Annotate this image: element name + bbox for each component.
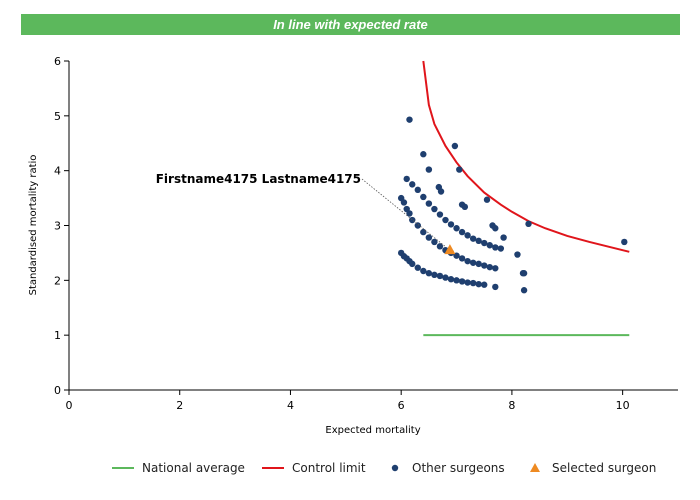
other-surgeon-point	[414, 222, 421, 229]
x-tick-label: 2	[176, 399, 183, 412]
other-surgeon-point	[409, 181, 416, 188]
other-surgeon-point	[464, 232, 471, 239]
other-surgeon-point	[475, 280, 482, 288]
y-tick-label: 6	[54, 55, 61, 68]
other-surgeon-point	[464, 257, 471, 265]
other-surgeon-point	[456, 166, 463, 173]
legend-other-surgeons-swatch	[391, 464, 399, 472]
other-surgeon-point	[406, 116, 413, 123]
legend-control-limit-label: Control limit	[292, 461, 366, 475]
other-surgeon-point	[436, 211, 444, 218]
other-surgeon-point	[409, 260, 416, 268]
other-surgeon-point	[453, 277, 460, 284]
other-surgeon-point	[525, 220, 532, 228]
other-surgeon-point	[497, 245, 505, 252]
other-surgeon-point	[436, 243, 444, 250]
other-surgeon-point	[481, 281, 488, 288]
other-surgeon-point	[425, 270, 433, 277]
other-surgeon-point	[406, 210, 413, 217]
other-surgeon-point	[403, 175, 410, 183]
other-surgeon-point	[442, 216, 449, 224]
other-surgeon-point	[431, 271, 438, 279]
other-surgeon-point	[481, 239, 488, 247]
other-surgeon-point	[469, 235, 477, 242]
other-surgeon-point	[492, 244, 499, 251]
other-surgeon-point	[414, 264, 421, 271]
x-tick-label: 10	[616, 399, 630, 412]
other-surgeon-point	[436, 272, 444, 280]
other-surgeon-point	[469, 259, 477, 266]
other-surgeon-point	[486, 263, 493, 271]
other-surgeon-point	[492, 265, 499, 272]
other-surgeon-point	[492, 283, 499, 291]
legend-selected-surgeon-label: Selected surgeon	[552, 461, 656, 475]
other-surgeon-point	[420, 267, 427, 275]
other-surgeon-point	[425, 166, 433, 173]
other-surgeon-point	[409, 216, 416, 224]
other-surgeon-point	[475, 260, 482, 268]
other-surgeon-point	[458, 278, 466, 285]
other-surgeon-point	[420, 193, 427, 201]
legend-selected-surgeon: Selected surgeon	[530, 461, 656, 475]
other-surgeon-point	[458, 228, 466, 236]
annotation-leader-line	[361, 178, 446, 247]
other-surgeon-point	[458, 255, 466, 262]
y-tick-label: 5	[54, 110, 61, 123]
legend: National average Control limit Other surge…	[112, 461, 656, 475]
other-surgeon-point	[520, 270, 528, 277]
other-surgeon-point	[469, 279, 477, 287]
legend-national-average-label: National average	[142, 461, 245, 475]
other-surgeon-point	[621, 238, 628, 246]
legend-control-limit: Control limit	[262, 461, 366, 475]
other-surgeon-point	[475, 237, 482, 245]
y-tick-label: 2	[54, 274, 61, 287]
status-banner: In line with expected rate	[21, 14, 680, 35]
other-surgeon-point	[431, 205, 438, 213]
other-surgeon-point	[447, 221, 455, 228]
axes: 0 1 2 3 4 5 6 0 2 4 6 8 10	[54, 55, 678, 412]
other-surgeon-point	[461, 203, 469, 211]
other-surgeon-point	[447, 276, 455, 283]
other-surgeon-point	[453, 225, 460, 232]
other-surgeon-point	[420, 151, 427, 158]
other-surgeon-point	[514, 251, 521, 258]
x-tick-label: 8	[508, 399, 515, 412]
plot-area	[361, 60, 630, 337]
other-surgeon-point	[486, 242, 493, 249]
other-surgeon-point	[442, 274, 449, 281]
x-axis-title: Expected mortality	[325, 425, 420, 436]
other-surgeon-point	[400, 199, 408, 206]
other-surgeon-point	[464, 279, 471, 286]
y-tick-label: 3	[54, 220, 61, 233]
y-tick-label: 4	[54, 165, 61, 178]
other-surgeon-point	[437, 188, 445, 195]
other-surgeon-point	[492, 225, 499, 232]
other-surgeon-point	[520, 287, 528, 294]
x-tick-label: 4	[287, 399, 294, 412]
other-surgeon-point	[431, 238, 438, 246]
x-tick-label: 6	[398, 399, 405, 412]
selected-surgeon-annotation: Firstname4175 Lastname4175	[156, 172, 361, 186]
other-surgeon-point	[483, 196, 491, 203]
other-surgeon-point	[500, 234, 507, 241]
y-axis-title: Standardised mortality ratio	[28, 155, 39, 296]
other-surgeon-point	[481, 262, 488, 269]
other-surgeon-point	[451, 142, 459, 150]
other-surgeon-point	[414, 186, 421, 194]
y-tick-label: 1	[54, 329, 61, 342]
control-limit-line	[422, 60, 630, 253]
legend-selected-surgeon-swatch	[530, 463, 540, 472]
other-surgeon-point	[425, 200, 433, 207]
other-surgeon-point	[420, 228, 427, 236]
legend-other-surgeons-label: Other surgeons	[412, 461, 505, 475]
selected-surgeon-marker	[444, 244, 456, 255]
x-tick-label: 0	[66, 399, 73, 412]
other-surgeon-point	[425, 234, 433, 241]
y-tick-label: 0	[54, 384, 61, 397]
legend-national-average: National average	[112, 461, 245, 475]
legend-other-surgeons: Other surgeons	[391, 461, 505, 475]
